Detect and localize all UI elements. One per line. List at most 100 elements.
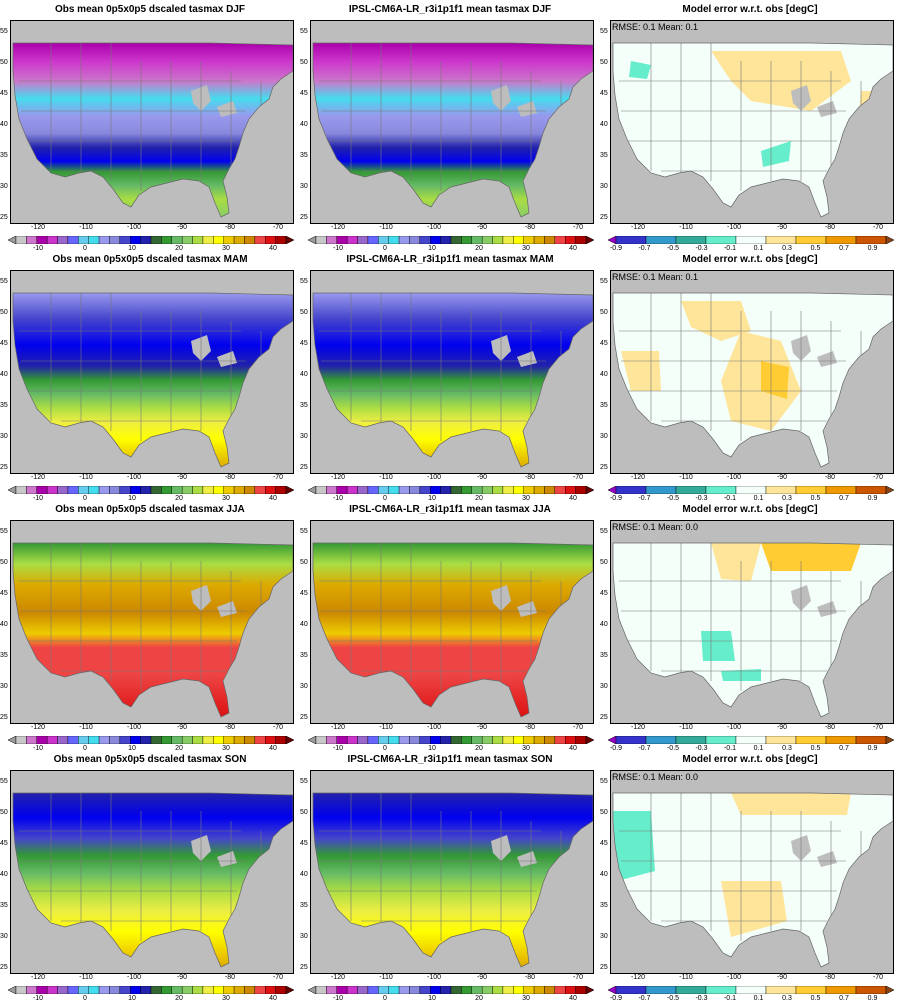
colorbar-swatch <box>398 236 410 244</box>
colorbar-swatch <box>615 236 647 244</box>
colorbar-swatch <box>57 486 69 494</box>
lat-tick-label: 40 <box>300 621 308 628</box>
coastline <box>12 792 293 968</box>
colorbar-high-arrow <box>285 486 294 494</box>
colorbar-swatch <box>705 236 737 244</box>
colorbar-swatch <box>825 736 857 744</box>
great-lakes <box>191 585 237 617</box>
land-field <box>313 543 593 717</box>
lon-tick-label: -90 <box>776 724 788 731</box>
colorbar-tick-label: 20 <box>475 245 483 252</box>
colorbar-swatch <box>275 736 287 744</box>
error-region-2 <box>721 881 787 937</box>
lat-tick-label: 35 <box>300 652 308 659</box>
colorbar-swatch <box>855 736 887 744</box>
colorbar-tick-label: 0.7 <box>839 495 849 502</box>
colorbar-swatch <box>492 236 504 244</box>
colorbar-swatch <box>140 986 152 994</box>
colorbar-high-arrow <box>885 486 894 494</box>
colorbar-tick-label: -10 <box>32 245 44 252</box>
colorbar-tick-label: 10 <box>428 495 436 502</box>
lon-tick-label: -70 <box>272 974 284 981</box>
colorbar-swatch <box>645 736 677 744</box>
lon-tick-label: -100 <box>426 724 442 731</box>
colorbar-swatch <box>15 736 27 744</box>
lat-tick-label: 30 <box>0 433 8 440</box>
lon-tick-label: -80 <box>824 474 836 481</box>
colorbar-swatch <box>575 986 587 994</box>
obs-panel-mam: Obs mean 0p5x0p5 dscaled tasmax MAM 55 50 4… <box>0 252 300 502</box>
lat-tick-label: 40 <box>600 371 608 378</box>
lon-tick-label: -80 <box>824 974 836 981</box>
map-frame <box>10 770 294 974</box>
error-region-1 <box>711 543 761 581</box>
lon-tick-label: -100 <box>426 974 442 981</box>
colorbar-swatch <box>795 486 827 494</box>
lon-tick-label: -110 <box>379 474 393 481</box>
lat-tick-label: 35 <box>300 902 308 909</box>
map-frame <box>310 520 594 724</box>
colorbar-swatch <box>765 736 797 744</box>
lon-tick-label: -120 <box>630 224 646 231</box>
lon-tick-label: -100 <box>426 224 442 231</box>
great-lakes <box>191 85 237 117</box>
colorbar-swatch <box>46 736 58 744</box>
lon-tick-label: -110 <box>79 474 93 481</box>
colorbar-swatch <box>615 736 647 744</box>
colorbar-swatch <box>825 986 857 994</box>
colorbar-swatch <box>181 736 193 744</box>
colorbar-swatch <box>244 736 256 744</box>
colorbar-tick-label: 10 <box>428 745 436 752</box>
great-lakes <box>491 585 537 617</box>
colorbar-tick-label: 20 <box>175 745 183 752</box>
colorbar-tick-label: 0.3 <box>782 495 792 502</box>
lon-tick-label: -90 <box>176 724 188 731</box>
temperature-colorbar <box>308 486 594 494</box>
colorbar-swatch <box>523 986 535 994</box>
colorbar-tick-label: -10 <box>32 995 44 1002</box>
colorbar-swatch <box>855 986 887 994</box>
lat-tick-label: 40 <box>600 871 608 878</box>
colorbar-tick-label: 20 <box>175 495 183 502</box>
colorbar-swatch <box>244 236 256 244</box>
colorbar-swatch <box>471 486 483 494</box>
colorbar-tick-label: -0.9 <box>609 745 623 752</box>
temperature-colorbar <box>308 236 594 244</box>
land-field <box>613 793 893 967</box>
colorbar-swatch <box>523 736 535 744</box>
colorbar-swatch <box>565 736 576 744</box>
colorbar-swatch <box>202 736 214 744</box>
colorbar-tick-label: -0.9 <box>609 495 623 502</box>
lat-tick-label: 45 <box>300 840 308 847</box>
colorbar-swatch <box>161 736 172 744</box>
map-frame: RMSE: 0.1 Mean: 0.0 <box>610 770 894 974</box>
colorbar-tick-label: 0 <box>83 245 87 252</box>
lat-tick-label: 25 <box>300 714 308 721</box>
colorbar-tick-label: 30 <box>522 745 530 752</box>
colorbar-swatch <box>615 986 647 994</box>
colorbar-swatch <box>388 736 400 744</box>
colorbar-swatch <box>544 486 556 494</box>
land-field <box>13 793 293 967</box>
colorbar-swatch <box>130 486 141 494</box>
colorbar-swatch <box>326 236 337 244</box>
lat-tick-label: 50 <box>0 309 8 316</box>
colorbar-swatch <box>523 486 535 494</box>
lon-tick-label: -100 <box>726 974 742 981</box>
lon-tick-label: -80 <box>524 724 536 731</box>
land-field <box>13 43 293 217</box>
colorbar-swatch <box>119 486 131 494</box>
colorbar-swatch <box>181 236 193 244</box>
colorbar-swatch <box>492 986 504 994</box>
lon-tick-label: -100 <box>726 224 742 231</box>
colorbar-swatch <box>450 736 462 744</box>
colorbar-swatch <box>213 986 224 994</box>
colorbar-swatch <box>67 486 79 494</box>
colorbar-swatch <box>265 986 276 994</box>
colorbar-tick-label: 30 <box>522 245 530 252</box>
colorbar-swatch <box>233 236 245 244</box>
lat-tick-label: 55 <box>300 778 308 785</box>
lat-tick-label: 25 <box>600 214 608 221</box>
colorbar-swatch <box>223 486 235 494</box>
colorbar-swatch <box>244 986 256 994</box>
